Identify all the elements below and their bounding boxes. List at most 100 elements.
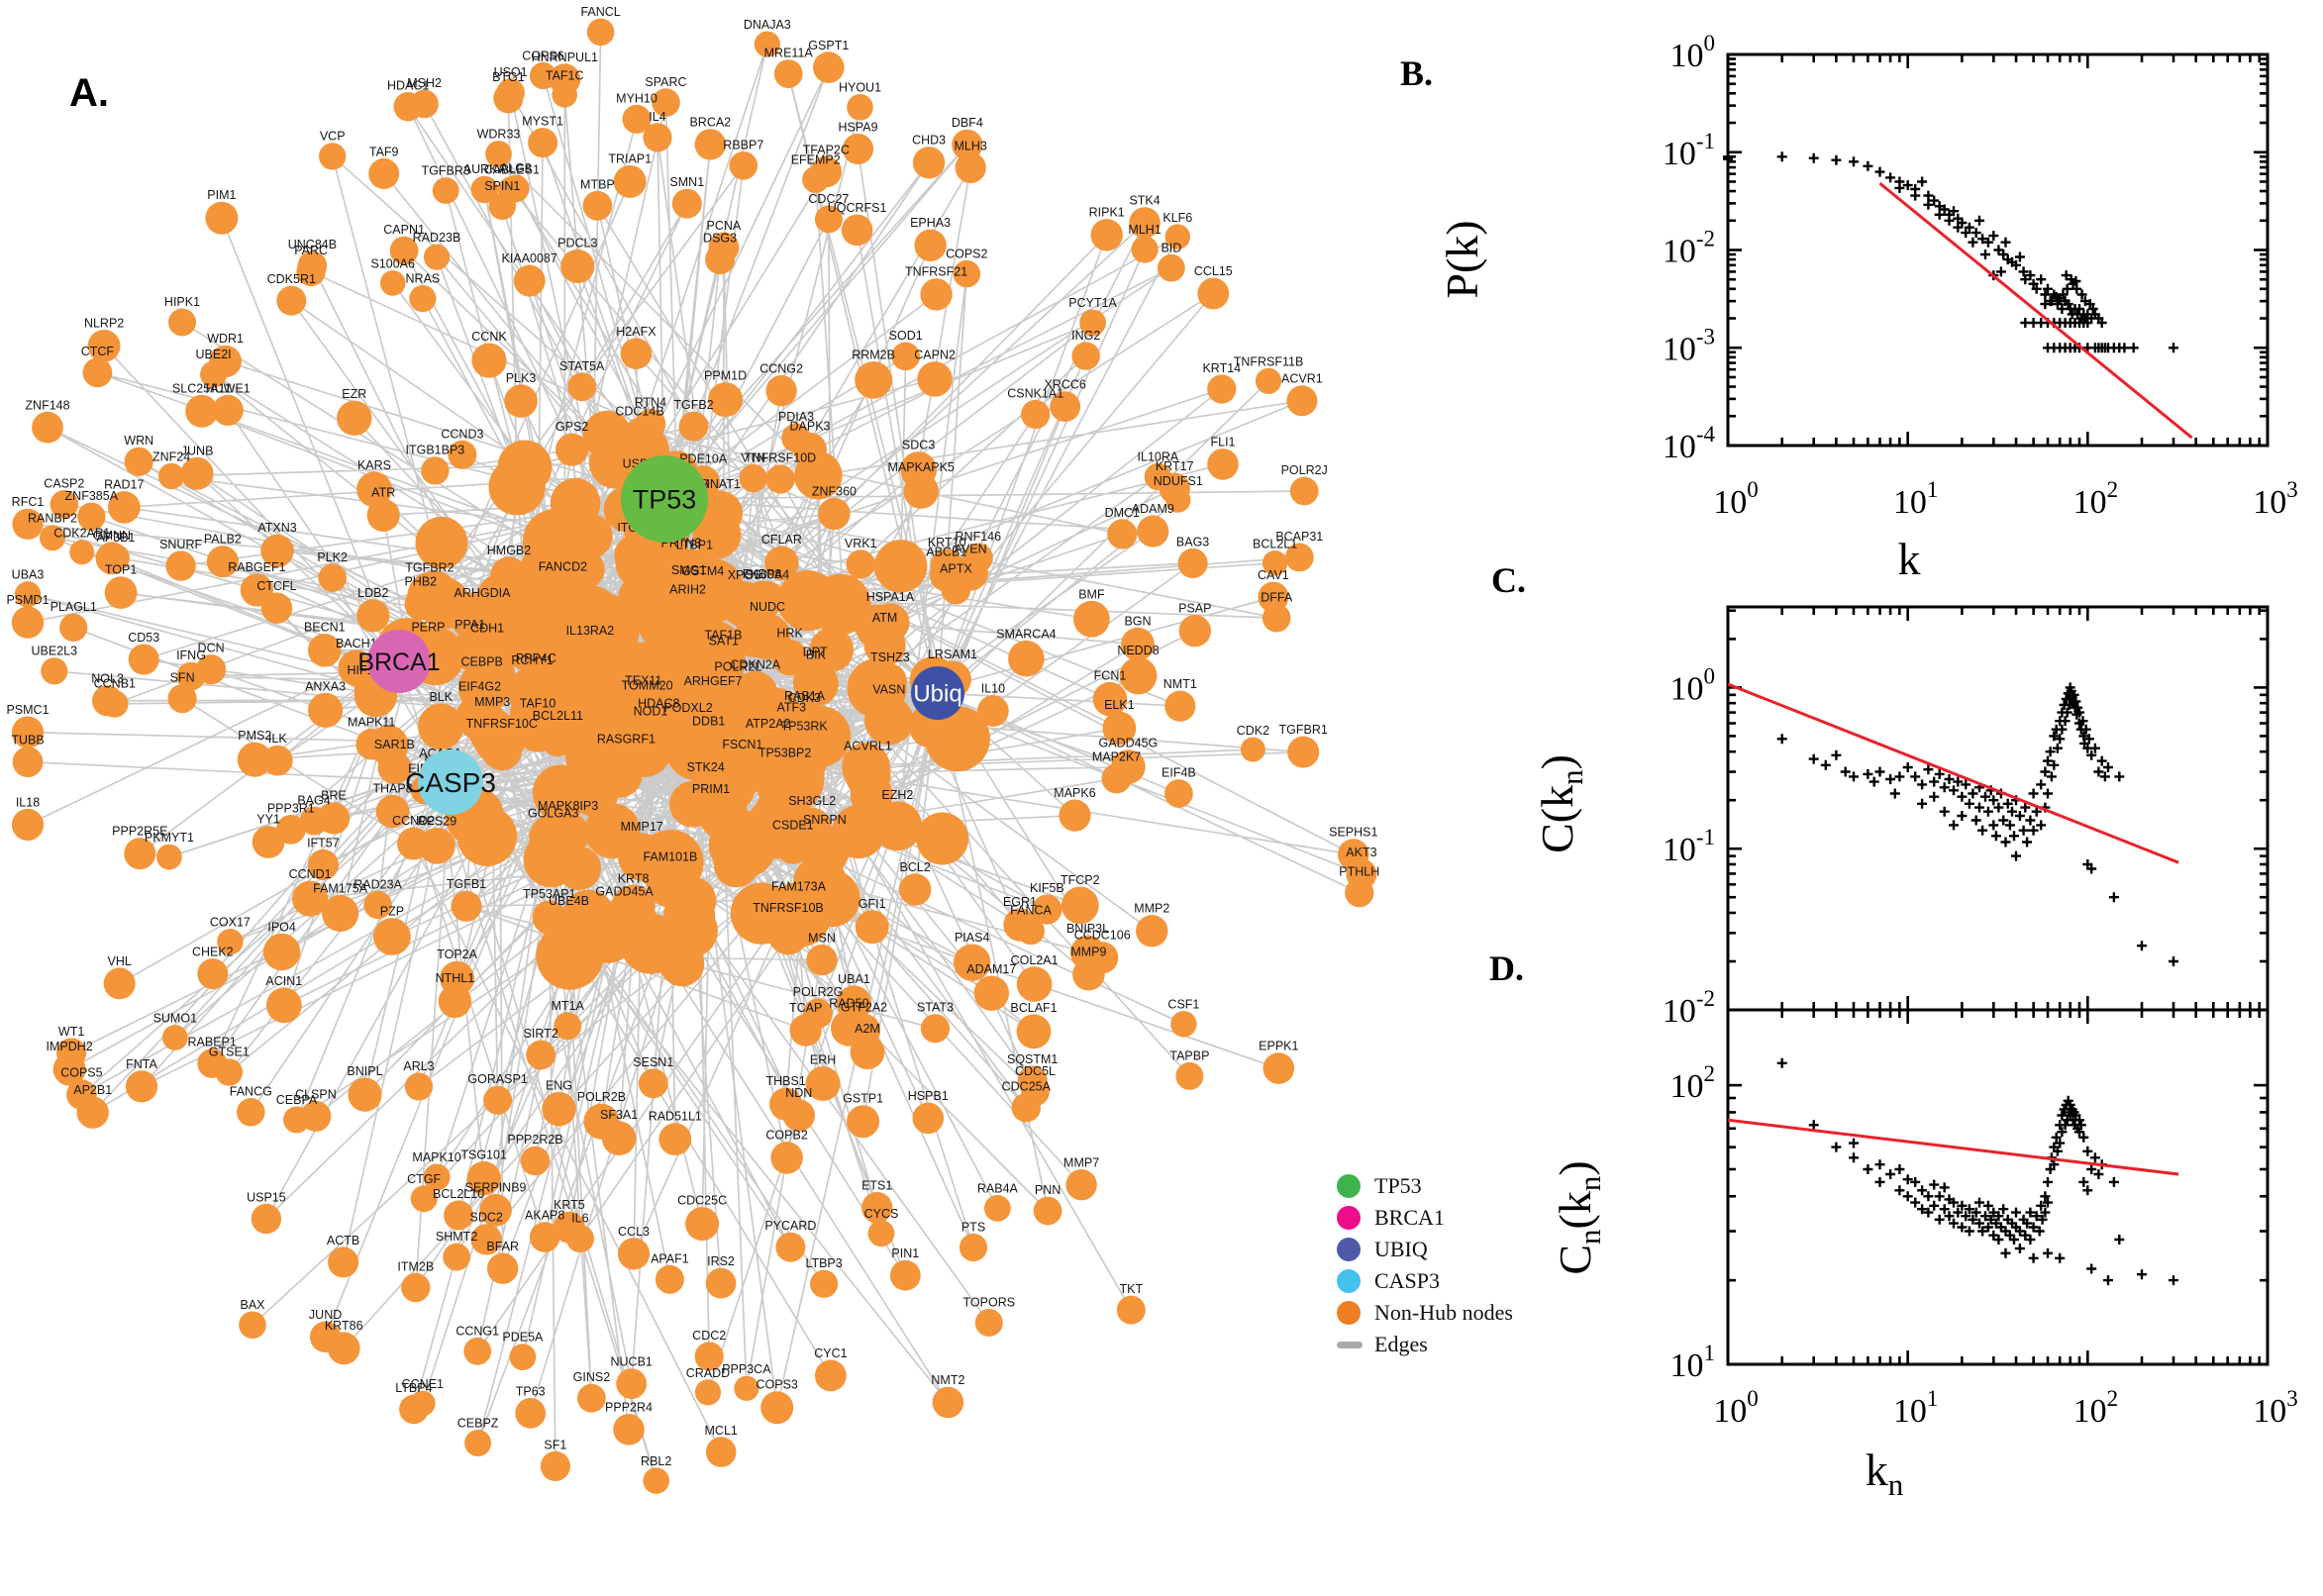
svg-text:BNIP3L: BNIP3L <box>1066 922 1109 936</box>
svg-text:BCL2L10: BCL2L10 <box>433 1187 484 1201</box>
hub-node-ubiq: Ubiq <box>911 666 964 720</box>
svg-text:SNURF: SNURF <box>159 538 202 551</box>
svg-text:UBE2I: UBE2I <box>196 348 232 361</box>
svg-text:CDC2: CDC2 <box>692 1329 726 1343</box>
svg-text:GTSE1: GTSE1 <box>209 1046 250 1059</box>
svg-text:IMPDH2: IMPDH2 <box>46 1040 92 1053</box>
svg-text:USP15: USP15 <box>247 1190 286 1204</box>
svg-text:CDK2: CDK2 <box>1237 724 1269 738</box>
svg-text:COPS5: COPS5 <box>60 1066 102 1080</box>
svg-text:EZH2: EZH2 <box>881 788 913 802</box>
svg-text:PPP2R4: PPP2R4 <box>605 1401 653 1415</box>
node-swatch-icon <box>1337 1238 1361 1261</box>
svg-text:SIRT2: SIRT2 <box>524 1027 558 1041</box>
svg-text:RAB4A: RAB4A <box>977 1181 1019 1195</box>
svg-text:DSG3: DSG3 <box>703 232 737 246</box>
svg-text:STAT3: STAT3 <box>917 1001 954 1015</box>
svg-text:RBL2: RBL2 <box>641 1454 671 1468</box>
svg-text:GORASP1: GORASP1 <box>467 1072 527 1086</box>
svg-text:POLR2J: POLR2J <box>1281 463 1328 477</box>
svg-text:TGFBR3: TGFBR3 <box>422 164 470 178</box>
svg-text:HIPK1: HIPK1 <box>164 295 200 309</box>
svg-text:MMP9: MMP9 <box>1070 945 1106 958</box>
svg-text:PZP: PZP <box>380 905 404 919</box>
svg-text:NOD1: NOD1 <box>634 704 668 718</box>
svg-text:STK24: STK24 <box>687 760 725 774</box>
svg-text:CCDC106: CCDC106 <box>1074 929 1131 943</box>
svg-text:CFLAR: CFLAR <box>761 533 802 547</box>
svg-text:BCL2L1: BCL2L1 <box>1253 538 1297 551</box>
svg-text:RNF146: RNF146 <box>956 530 1002 544</box>
svg-text:MRE11A: MRE11A <box>764 47 814 60</box>
svg-text:SMARCA4: SMARCA4 <box>996 627 1056 641</box>
svg-text:WDR1: WDR1 <box>207 332 244 346</box>
svg-text:Cn(kn): Cn(kn) <box>1550 1160 1607 1274</box>
svg-text:CTGF: CTGF <box>407 1172 441 1186</box>
svg-text:FAM101B: FAM101B <box>643 849 697 863</box>
svg-text:GSTP1: GSTP1 <box>843 1092 883 1106</box>
svg-text:UBA3: UBA3 <box>12 568 45 582</box>
svg-text:CAPN1: CAPN1 <box>383 223 425 237</box>
svg-text:MT1A: MT1A <box>552 999 585 1013</box>
svg-text:TFAP2C: TFAP2C <box>803 143 850 156</box>
panel-d-label: D. <box>1489 948 1524 988</box>
svg-text:ACVR1: ACVR1 <box>1281 372 1323 386</box>
svg-text:RASGRF1: RASGRF1 <box>597 733 656 747</box>
svg-text:ING2: ING2 <box>1071 329 1100 343</box>
svg-text:CCNE1: CCNE1 <box>402 1377 444 1391</box>
svg-text:FNTA: FNTA <box>126 1057 157 1071</box>
svg-text:PLK3: PLK3 <box>506 371 537 385</box>
svg-text:SMG1: SMG1 <box>671 563 706 577</box>
svg-text:TRIAP1: TRIAP1 <box>608 151 652 165</box>
svg-text:IL10: IL10 <box>981 682 1005 696</box>
svg-text:LRSAM1: LRSAM1 <box>928 648 977 661</box>
svg-text:KLF6: KLF6 <box>1162 211 1192 225</box>
svg-text:MAPK11: MAPK11 <box>348 715 395 729</box>
svg-text:A2M: A2M <box>855 1022 880 1036</box>
svg-text:TAPBP: TAPBP <box>1169 1049 1209 1063</box>
svg-text:COL2A1: COL2A1 <box>1011 953 1059 967</box>
svg-text:EZR: EZR <box>342 387 366 401</box>
svg-text:PPP3CA: PPP3CA <box>722 1362 771 1376</box>
svg-text:COPB2: COPB2 <box>765 1129 807 1143</box>
svg-text:BIK: BIK <box>806 648 827 661</box>
svg-text:SF1: SF1 <box>544 1438 566 1451</box>
svg-text:RCHY1: RCHY1 <box>511 653 553 667</box>
panel-c-label: C. <box>1491 560 1526 600</box>
svg-text:MMP7: MMP7 <box>1063 1156 1099 1170</box>
svg-text:BAG4: BAG4 <box>297 793 330 807</box>
svg-text:WDR33: WDR33 <box>477 128 521 142</box>
svg-text:ARHGEF7: ARHGEF7 <box>684 674 743 688</box>
svg-text:CYC1: CYC1 <box>814 1347 847 1360</box>
svg-text:BRCA1: BRCA1 <box>357 648 440 676</box>
svg-text:PRIM1: PRIM1 <box>692 782 730 796</box>
svg-text:MCL1: MCL1 <box>705 1424 738 1438</box>
svg-text:100: 100 <box>1670 663 1716 707</box>
svg-text:UBE4B: UBE4B <box>549 894 589 908</box>
legend-item-tp53: TP53 <box>1337 1170 1513 1202</box>
svg-text:101: 101 <box>1893 477 1939 521</box>
svg-text:SDC2: SDC2 <box>470 1211 503 1225</box>
svg-text:XPO5: XPO5 <box>728 568 760 582</box>
svg-text:ERH: ERH <box>810 1053 836 1067</box>
svg-text:FSCN1: FSCN1 <box>722 738 762 751</box>
svg-text:NRAS: NRAS <box>406 272 441 286</box>
svg-text:ATP2A2: ATP2A2 <box>746 717 791 731</box>
svg-text:TGFBR2: TGFBR2 <box>405 561 454 575</box>
svg-text:PIM1: PIM1 <box>207 188 236 202</box>
svg-text:TNFRSF10C: TNFRSF10C <box>466 717 538 731</box>
svg-text:AVEN: AVEN <box>955 543 987 556</box>
svg-text:CTCF: CTCF <box>81 345 115 358</box>
svg-text:MMP17: MMP17 <box>621 820 663 834</box>
svg-text:102: 102 <box>2073 477 2119 521</box>
svg-text:ABCB1: ABCB1 <box>926 545 966 558</box>
svg-text:POLR2B: POLR2B <box>577 1090 626 1104</box>
svg-text:MMP2: MMP2 <box>1134 902 1169 916</box>
svg-text:MMP3: MMP3 <box>474 695 510 709</box>
svg-text:YY1: YY1 <box>256 813 280 827</box>
svg-text:BAG3: BAG3 <box>1176 535 1209 549</box>
svg-text:PSAP: PSAP <box>1178 602 1211 616</box>
svg-text:DDB1: DDB1 <box>692 715 725 729</box>
svg-text:CAPN2: CAPN2 <box>914 349 956 362</box>
